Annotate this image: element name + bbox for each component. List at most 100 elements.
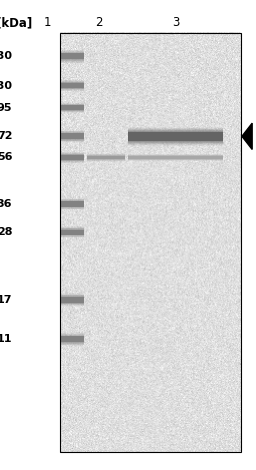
Bar <box>61 103 84 112</box>
Bar <box>61 80 84 91</box>
Bar <box>61 50 84 63</box>
Bar <box>61 153 84 162</box>
Bar <box>61 297 84 303</box>
Bar <box>61 201 84 207</box>
Bar <box>128 156 223 159</box>
Bar <box>61 295 84 305</box>
Bar <box>128 127 223 146</box>
Bar <box>128 129 223 144</box>
Bar <box>61 51 84 62</box>
Text: 28: 28 <box>0 227 12 237</box>
Bar <box>61 155 84 160</box>
Bar <box>61 201 84 207</box>
Bar <box>61 103 84 112</box>
Bar <box>61 52 84 61</box>
Bar <box>61 201 84 207</box>
Text: 11: 11 <box>0 334 12 345</box>
Text: 17: 17 <box>0 295 12 305</box>
Bar <box>61 296 84 304</box>
Bar <box>61 105 84 110</box>
Text: 3: 3 <box>172 16 179 29</box>
Bar <box>61 154 84 161</box>
Polygon shape <box>242 123 252 149</box>
Bar <box>61 229 84 235</box>
Bar <box>87 155 125 160</box>
Bar <box>61 53 84 59</box>
Bar <box>128 155 223 160</box>
Bar <box>61 297 84 303</box>
Bar <box>61 227 84 237</box>
Bar <box>61 336 84 343</box>
Bar <box>61 199 84 209</box>
Bar <box>61 83 84 88</box>
Bar <box>61 229 84 235</box>
Bar <box>128 130 223 143</box>
Bar <box>128 154 223 161</box>
Bar <box>61 154 84 161</box>
Bar <box>128 132 223 141</box>
Bar <box>61 334 84 345</box>
Bar <box>61 228 84 236</box>
Text: 56: 56 <box>0 152 12 163</box>
Bar <box>61 53 84 59</box>
Bar <box>128 156 223 159</box>
Bar <box>61 152 84 163</box>
Text: 72: 72 <box>0 131 12 141</box>
Bar <box>128 132 223 141</box>
Bar <box>61 49 84 63</box>
Bar <box>61 131 84 142</box>
Bar <box>61 152 84 163</box>
Bar <box>61 227 84 238</box>
Bar <box>87 154 125 161</box>
Text: 95: 95 <box>0 102 12 113</box>
Bar <box>61 198 84 210</box>
Bar <box>61 130 84 143</box>
Bar <box>61 337 84 342</box>
Bar <box>61 229 84 235</box>
Bar <box>61 80 84 91</box>
Bar <box>128 131 223 141</box>
Bar <box>61 131 84 141</box>
Text: [kDa]: [kDa] <box>0 16 32 29</box>
Bar <box>61 102 84 113</box>
Bar <box>61 82 84 89</box>
Bar <box>61 132 84 141</box>
Bar <box>128 154 223 161</box>
Bar <box>61 294 84 306</box>
Text: 230: 230 <box>0 51 12 62</box>
Bar <box>61 105 84 110</box>
Text: 130: 130 <box>0 80 12 91</box>
Bar <box>61 295 84 305</box>
Bar <box>60 33 241 452</box>
Bar <box>128 155 223 160</box>
Bar <box>61 82 84 89</box>
Bar <box>61 105 84 110</box>
Bar <box>87 153 125 162</box>
Bar <box>87 156 125 159</box>
Bar <box>61 133 84 139</box>
Bar <box>61 53 84 60</box>
Bar <box>61 227 84 237</box>
Bar <box>61 83 84 88</box>
Bar <box>87 154 125 161</box>
Text: 2: 2 <box>95 16 102 29</box>
Text: 36: 36 <box>0 199 12 209</box>
Bar <box>128 156 223 159</box>
Bar <box>128 128 223 145</box>
Bar <box>60 33 241 452</box>
Bar <box>61 333 84 345</box>
Bar <box>61 199 84 209</box>
Bar <box>87 155 125 160</box>
Bar <box>61 332 84 346</box>
Bar <box>61 200 84 208</box>
Bar <box>61 104 84 111</box>
Bar <box>61 293 84 307</box>
Bar <box>87 156 125 159</box>
Bar <box>61 81 84 90</box>
Bar <box>61 133 84 140</box>
Text: 1: 1 <box>44 16 51 29</box>
Bar <box>61 133 84 139</box>
Bar <box>61 337 84 342</box>
Bar <box>61 335 84 344</box>
Bar <box>61 155 84 160</box>
